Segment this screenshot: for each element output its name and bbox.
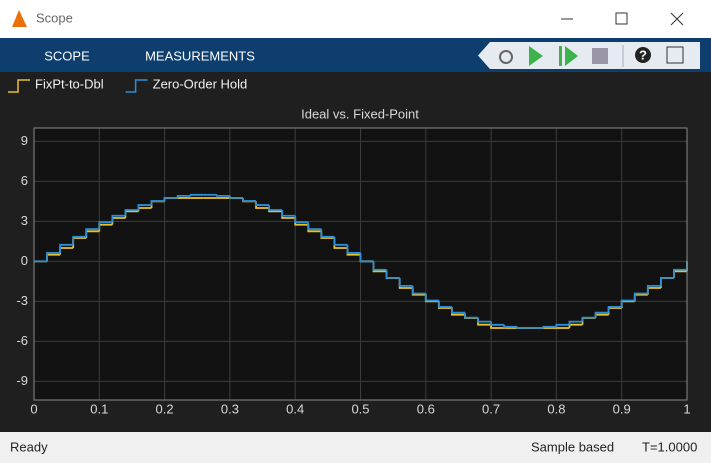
step-segment bbox=[346, 244, 361, 254]
step-segment bbox=[59, 243, 74, 253]
step-segment bbox=[229, 195, 243, 199]
step-segment bbox=[568, 320, 583, 325]
legend-label: FixPt-to-Dbl bbox=[35, 76, 104, 91]
tab-measurements[interactable]: MEASUREMENTS bbox=[145, 48, 255, 63]
legend-swatch bbox=[125, 79, 148, 93]
step-segment bbox=[281, 210, 296, 217]
undock-button[interactable] bbox=[666, 46, 684, 64]
x-tick-label: 0.3 bbox=[221, 401, 239, 416]
step-segment bbox=[516, 326, 531, 329]
step-segment bbox=[242, 197, 257, 202]
app-icon bbox=[12, 10, 27, 27]
x-tick-label: 0.5 bbox=[351, 401, 369, 416]
step-segment bbox=[372, 261, 387, 271]
chart-title: Ideal vs. Fixed-Point bbox=[301, 106, 419, 121]
step-segment bbox=[594, 311, 609, 318]
step-segment bbox=[215, 194, 230, 197]
step-segment bbox=[359, 252, 374, 263]
step-segment bbox=[255, 201, 270, 206]
step-segment bbox=[633, 292, 648, 301]
step-segment bbox=[85, 228, 100, 237]
step-segment bbox=[163, 196, 178, 202]
x-tick-label: 0 bbox=[30, 401, 37, 416]
settings-button[interactable] bbox=[499, 50, 513, 64]
step-segment bbox=[294, 215, 309, 224]
step-segment bbox=[673, 268, 687, 278]
step-bar[interactable] bbox=[559, 46, 562, 66]
step-segment bbox=[398, 277, 413, 287]
legend-label: Zero-Order Hold bbox=[153, 76, 248, 91]
step-segment bbox=[189, 193, 204, 196]
y-tick-label: 6 bbox=[21, 173, 28, 188]
step-segment bbox=[503, 324, 518, 328]
step-segment bbox=[646, 284, 661, 294]
step-segment bbox=[490, 324, 505, 329]
step-segment bbox=[111, 214, 126, 223]
x-tick-label: 0.7 bbox=[482, 401, 500, 416]
step-segment bbox=[137, 204, 152, 210]
y-tick-label: 3 bbox=[21, 213, 28, 228]
step-segment bbox=[581, 316, 596, 322]
step-segment bbox=[607, 306, 622, 313]
tab-scope[interactable]: SCOPE bbox=[44, 48, 90, 63]
axes-border bbox=[33, 127, 688, 401]
step-segment bbox=[268, 205, 283, 211]
x-tick-label: 0.1 bbox=[90, 401, 108, 416]
series bbox=[34, 193, 688, 329]
sim-time: T=1.0000 bbox=[642, 439, 697, 454]
y-tick-label: 9 bbox=[21, 133, 28, 148]
legend: FixPt-to-Dbl Zero-Order Hold bbox=[8, 76, 248, 93]
step-segment bbox=[464, 312, 479, 319]
step-segment bbox=[659, 276, 674, 286]
step-segment bbox=[620, 299, 635, 307]
step-segment bbox=[307, 222, 322, 231]
step-segment bbox=[385, 269, 400, 279]
help-button[interactable] bbox=[635, 47, 651, 63]
status-text: Ready bbox=[10, 439, 48, 454]
step-segment bbox=[490, 321, 505, 326]
help-icon: ? bbox=[639, 47, 647, 62]
legend-swatch bbox=[8, 79, 30, 93]
step-segment bbox=[411, 285, 426, 295]
x-tick-label: 0.2 bbox=[156, 401, 174, 416]
step-segment bbox=[98, 221, 113, 230]
x-tick-label: 0.9 bbox=[613, 401, 631, 416]
close-button[interactable] bbox=[670, 12, 684, 26]
step-button[interactable] bbox=[565, 46, 578, 66]
step-segment bbox=[320, 229, 335, 238]
x-tick-label: 0.4 bbox=[286, 401, 304, 416]
y-tick-label: -3 bbox=[16, 293, 28, 308]
step-segment bbox=[451, 306, 465, 314]
step-segment bbox=[542, 325, 557, 328]
maximize-button[interactable] bbox=[615, 12, 628, 25]
y-tick-label: -9 bbox=[16, 373, 28, 388]
x-tick-label: 1 bbox=[683, 401, 690, 416]
step-segment bbox=[333, 236, 348, 246]
step-segment bbox=[424, 293, 439, 302]
window-title: Scope bbox=[36, 10, 73, 25]
step-segment bbox=[124, 209, 139, 216]
sample-mode: Sample based bbox=[531, 439, 614, 454]
y-tick-label: 0 bbox=[21, 253, 28, 268]
x-tick-label: 0.6 bbox=[417, 401, 435, 416]
step-segment bbox=[477, 317, 492, 323]
y-tick-label: -6 bbox=[16, 333, 28, 348]
step-segment bbox=[176, 194, 191, 198]
step-segment bbox=[46, 252, 61, 262]
step-segment bbox=[72, 235, 87, 245]
step-segment bbox=[150, 200, 165, 206]
status-bar bbox=[0, 432, 711, 463]
step-segment bbox=[555, 323, 570, 327]
title-bar bbox=[0, 0, 711, 38]
step-segment bbox=[437, 300, 452, 308]
stop-button[interactable] bbox=[592, 48, 608, 64]
x-tick-label: 0.8 bbox=[547, 401, 565, 416]
run-button[interactable] bbox=[529, 46, 543, 66]
